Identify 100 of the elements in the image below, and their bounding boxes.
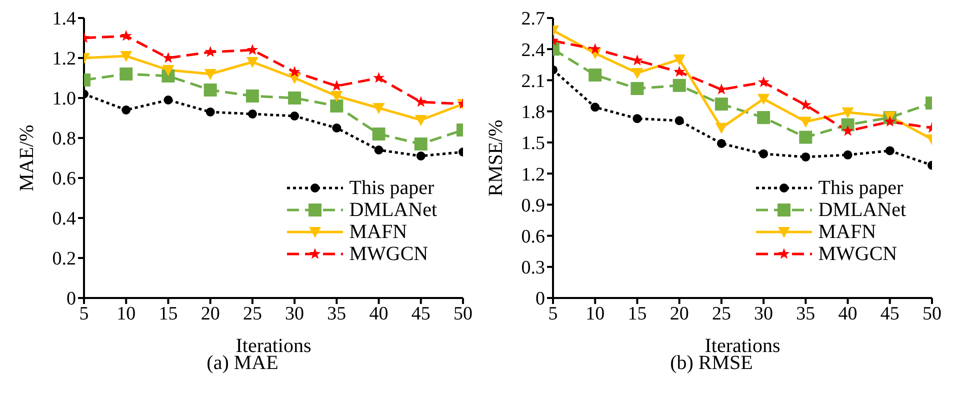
point	[288, 92, 302, 104]
point	[372, 103, 385, 114]
y-axis-title: RMSE/%	[485, 120, 508, 196]
point	[884, 116, 896, 127]
x-tick-label: 10	[116, 303, 136, 324]
y-tick-label: 1.2	[521, 164, 545, 186]
point	[204, 84, 217, 96]
x-tick-label: 40	[369, 303, 388, 324]
point	[415, 96, 427, 107]
point	[414, 115, 427, 126]
point	[332, 124, 342, 132]
y-tick-label: 2.7	[521, 8, 545, 30]
x-tick-label: 25	[242, 303, 262, 324]
point	[204, 69, 216, 80]
x-tick-label: 15	[628, 303, 647, 324]
legend-label: MWGCN	[349, 243, 428, 265]
y-tick-label: 0.6	[521, 226, 545, 248]
x-tick-label: 15	[158, 303, 178, 324]
point	[674, 66, 686, 77]
point	[330, 91, 343, 102]
point	[246, 57, 258, 68]
point	[716, 84, 728, 94]
point	[716, 138, 726, 148]
point	[630, 82, 644, 96]
point	[673, 54, 686, 66]
point	[248, 110, 257, 118]
legend-label: This paper	[818, 177, 904, 199]
legend-label: DMLANet	[818, 199, 906, 221]
x-tick-label: 45	[880, 303, 900, 324]
x-tick-label: 25	[712, 303, 731, 324]
y-tick-label: 0.4	[52, 208, 76, 230]
point	[632, 114, 642, 124]
point	[590, 102, 600, 112]
point	[330, 100, 344, 112]
x-tick-label: 20	[200, 303, 220, 324]
legend-label: DMLANet	[349, 199, 437, 221]
point	[246, 90, 259, 102]
x-tick-label: 45	[411, 303, 430, 324]
point	[757, 111, 770, 124]
point	[674, 116, 684, 126]
point	[162, 52, 174, 63]
x-tick-label: 35	[327, 303, 346, 324]
point	[120, 51, 132, 62]
point	[714, 98, 728, 111]
point	[120, 68, 133, 80]
y-tick-label: 2.1	[521, 70, 545, 92]
y-tick-label: 2.4	[521, 40, 546, 61]
point	[842, 107, 854, 118]
y-axis-title: MAE/%	[16, 124, 38, 192]
point	[414, 138, 428, 150]
point	[885, 146, 894, 156]
legend-label: MAFN	[349, 221, 408, 243]
point	[206, 108, 215, 116]
x-tick-label: 10	[586, 303, 605, 324]
point	[672, 78, 686, 92]
point	[373, 72, 384, 83]
y-tick-label: 0.3	[521, 258, 545, 279]
point	[290, 112, 300, 120]
point	[374, 146, 384, 154]
point	[801, 152, 810, 162]
x-tick-label: 5	[79, 303, 89, 324]
y-tick-label: 1.8	[521, 102, 545, 124]
x-tick-label: 30	[285, 303, 304, 324]
y-tick-label: 0.9	[521, 195, 545, 216]
x-tick-label: 40	[838, 303, 858, 324]
point	[120, 30, 132, 41]
point	[122, 106, 131, 114]
x-tick-label: 50	[922, 303, 942, 324]
y-tick-label: 0.8	[52, 128, 76, 150]
point	[288, 66, 300, 77]
y-tick-label: 1.0	[52, 88, 76, 110]
point	[164, 96, 173, 104]
y-tick-label: 1.5	[521, 133, 545, 154]
point	[800, 99, 812, 110]
point	[372, 128, 386, 140]
point	[715, 122, 728, 134]
y-tick-label: 1.4	[52, 8, 76, 30]
point	[800, 116, 812, 128]
point	[758, 94, 770, 105]
point	[631, 68, 644, 79]
point	[589, 43, 601, 54]
point	[758, 76, 770, 88]
y-tick-label: 0.2	[52, 248, 76, 270]
y-tick-label: 1.2	[52, 48, 76, 70]
x-tick-label: 30	[754, 303, 774, 324]
x-tick-label: 20	[670, 303, 689, 324]
x-tick-label: 35	[796, 303, 816, 324]
x-tick-label: 5	[548, 303, 558, 324]
y-tick-label: 0	[536, 288, 545, 310]
legend-label: MWGCN	[818, 243, 898, 265]
point	[204, 46, 216, 57]
point	[799, 130, 812, 144]
point	[842, 125, 854, 136]
point	[759, 149, 768, 158]
legend-label: MAFN	[818, 221, 876, 243]
legend-label: This paper	[349, 177, 434, 199]
point	[588, 68, 602, 82]
point	[416, 152, 426, 160]
point	[162, 65, 174, 76]
x-tick-label: 50	[454, 303, 472, 324]
